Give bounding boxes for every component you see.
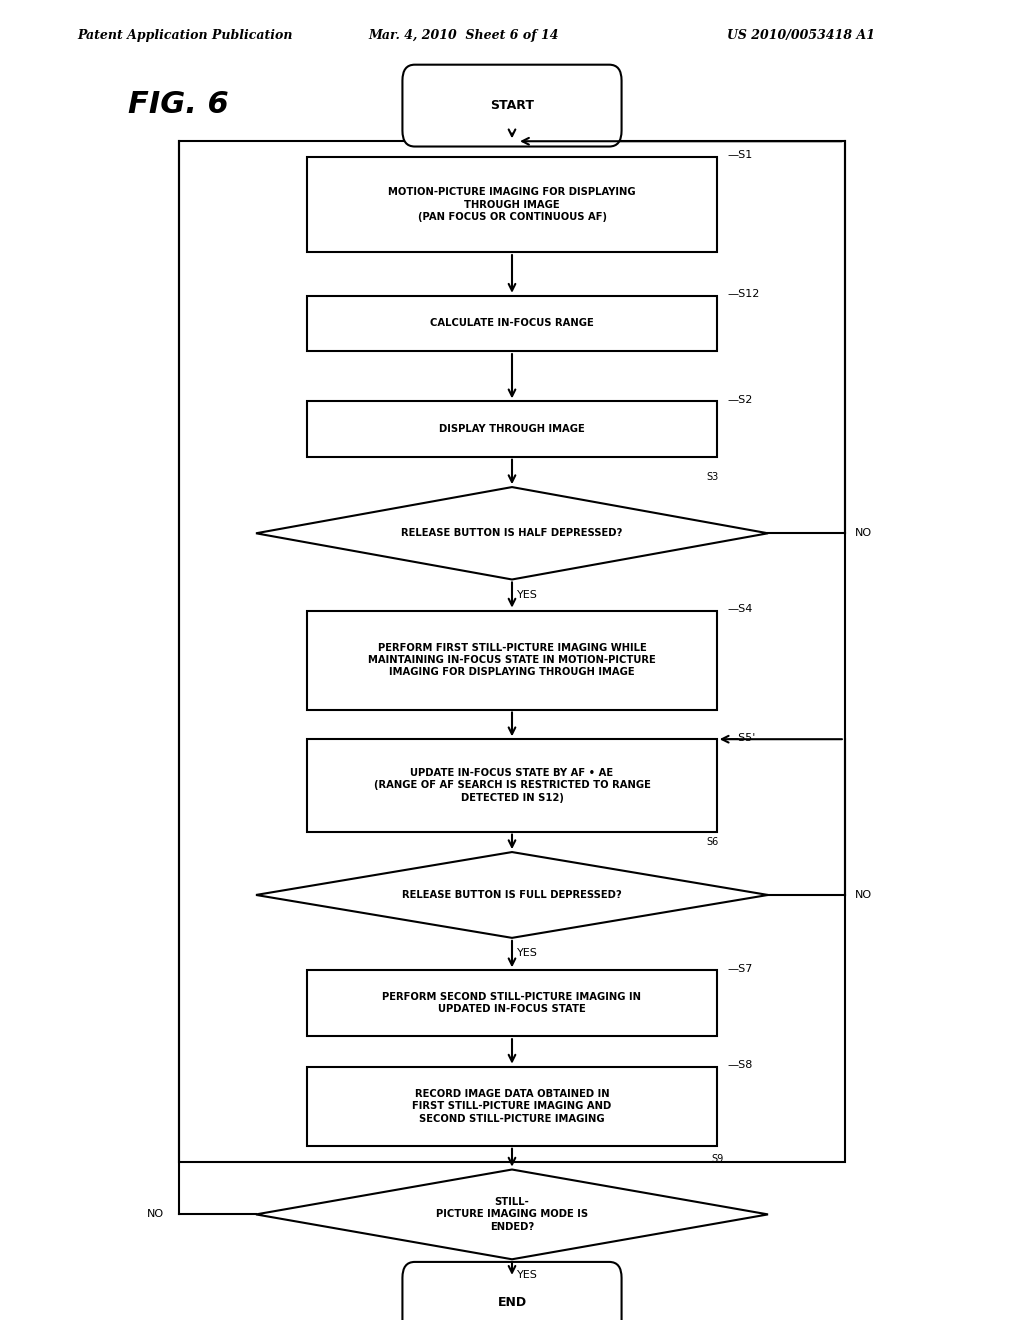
Text: CALCULATE IN-FOCUS RANGE: CALCULATE IN-FOCUS RANGE — [430, 318, 594, 329]
Text: NO: NO — [855, 528, 872, 539]
Text: END: END — [498, 1296, 526, 1309]
Bar — [307, 296, 717, 351]
Bar — [307, 739, 717, 832]
Bar — [307, 1067, 717, 1146]
Text: RELEASE BUTTON IS FULL DEPRESSED?: RELEASE BUTTON IS FULL DEPRESSED? — [402, 890, 622, 900]
FancyBboxPatch shape — [402, 1262, 622, 1320]
Text: —S5': —S5' — [727, 733, 756, 743]
Text: —S2: —S2 — [727, 395, 753, 405]
Text: —S7: —S7 — [727, 964, 753, 974]
Polygon shape — [256, 853, 768, 937]
Text: RELEASE BUTTON IS HALF DEPRESSED?: RELEASE BUTTON IS HALF DEPRESSED? — [401, 528, 623, 539]
FancyBboxPatch shape — [402, 65, 622, 147]
Text: —S8: —S8 — [727, 1060, 753, 1071]
Text: STILL-
PICTURE IMAGING MODE IS
ENDED?: STILL- PICTURE IMAGING MODE IS ENDED? — [436, 1197, 588, 1232]
Text: —S12: —S12 — [727, 289, 760, 300]
Polygon shape — [256, 1170, 768, 1259]
Text: NO: NO — [855, 890, 872, 900]
Bar — [307, 401, 717, 457]
Text: —S4: —S4 — [727, 605, 753, 614]
Text: Patent Application Publication: Patent Application Publication — [77, 29, 292, 42]
Bar — [307, 157, 717, 252]
Text: S6: S6 — [707, 837, 719, 847]
Text: —S1: —S1 — [727, 150, 753, 161]
Text: START: START — [490, 99, 534, 112]
Polygon shape — [256, 487, 768, 579]
Text: YES: YES — [517, 948, 538, 958]
Text: UPDATE IN-FOCUS STATE BY AF • AE
(RANGE OF AF SEARCH IS RESTRICTED TO RANGE
DETE: UPDATE IN-FOCUS STATE BY AF • AE (RANGE … — [374, 768, 650, 803]
Text: Mar. 4, 2010  Sheet 6 of 14: Mar. 4, 2010 Sheet 6 of 14 — [369, 29, 559, 42]
Text: PERFORM FIRST STILL-PICTURE IMAGING WHILE
MAINTAINING IN-FOCUS STATE IN MOTION-P: PERFORM FIRST STILL-PICTURE IMAGING WHIL… — [368, 643, 656, 677]
Text: YES: YES — [517, 1270, 538, 1280]
Text: MOTION-PICTURE IMAGING FOR DISPLAYING
THROUGH IMAGE
(PAN FOCUS OR CONTINUOUS AF): MOTION-PICTURE IMAGING FOR DISPLAYING TH… — [388, 187, 636, 222]
Bar — [307, 610, 717, 710]
Text: NO: NO — [146, 1209, 164, 1220]
Text: US 2010/0053418 A1: US 2010/0053418 A1 — [727, 29, 876, 42]
Text: S9: S9 — [712, 1154, 724, 1164]
Text: PERFORM SECOND STILL-PICTURE IMAGING IN
UPDATED IN-FOCUS STATE: PERFORM SECOND STILL-PICTURE IMAGING IN … — [383, 993, 641, 1014]
Text: S3: S3 — [707, 471, 719, 482]
Bar — [307, 970, 717, 1036]
Bar — [179, 141, 845, 1162]
Text: DISPLAY THROUGH IMAGE: DISPLAY THROUGH IMAGE — [439, 424, 585, 434]
Text: YES: YES — [517, 590, 538, 601]
Text: FIG. 6: FIG. 6 — [128, 90, 228, 119]
Text: RECORD IMAGE DATA OBTAINED IN
FIRST STILL-PICTURE IMAGING AND
SECOND STILL-PICTU: RECORD IMAGE DATA OBTAINED IN FIRST STIL… — [413, 1089, 611, 1123]
